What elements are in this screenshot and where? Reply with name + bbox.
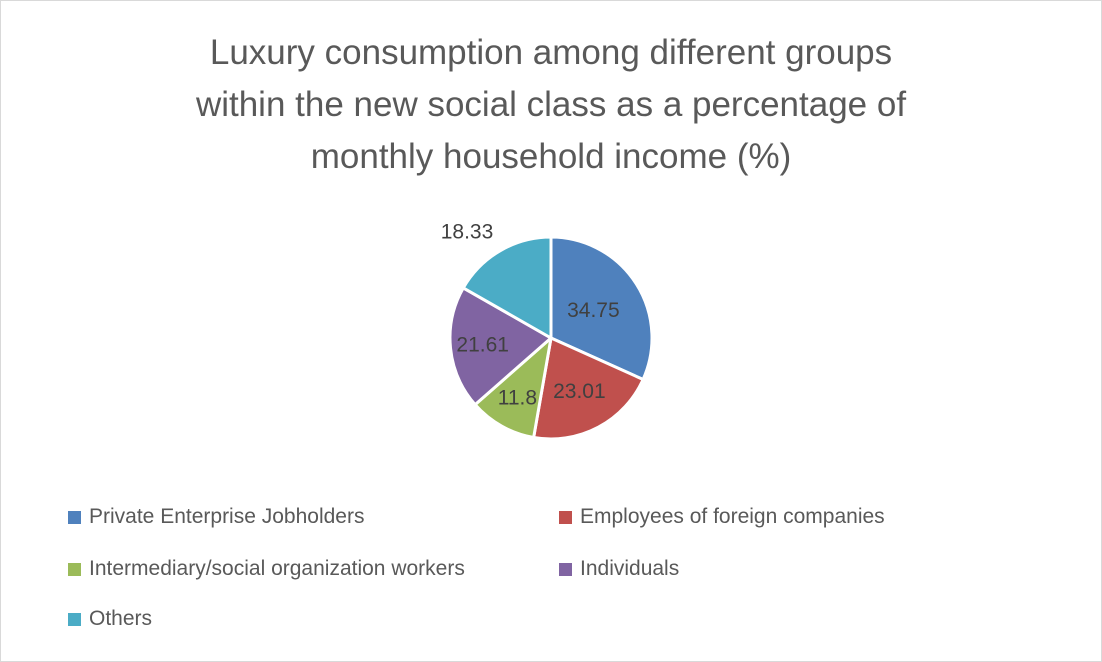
data-label-private-enterprise-jobholders: 34.75 (567, 299, 620, 322)
legend-item-private-enterprise-jobholders: Private Enterprise Jobholders (68, 505, 364, 529)
legend-item-others: Others (68, 607, 152, 631)
data-label-others: 18.33 (441, 221, 494, 244)
chart-title-line-2: within the new social class as a percent… (195, 85, 907, 124)
pie-slice-employees-of-foreign-companies (532, 336, 645, 441)
pie-slice-private-enterprise-jobholders (549, 235, 654, 381)
legend-swatch (68, 562, 81, 576)
data-label-employees-of-foreign-companies: 23.01 (553, 380, 606, 403)
legend-item-employees-of-foreign-companies: Employees of foreign companies (559, 505, 885, 529)
legend-label: Intermediary/social organization workers (89, 557, 465, 580)
chart-title-line-3: monthly household income (%) (310, 137, 792, 176)
legend-swatch (559, 562, 572, 576)
legend-item-individuals: Individuals (559, 557, 679, 581)
data-label-individuals: 21.61 (456, 333, 509, 356)
data-label-intermediary-social-organization-workers: 11.8 (498, 386, 537, 409)
legend-item-intermediary-social-organization-workers: Intermediary/social organization workers (68, 557, 465, 581)
legend-label: Individuals (580, 557, 680, 580)
pie-slice-individuals (448, 286, 553, 407)
legend-label: Private Enterprise Jobholders (89, 505, 365, 528)
pie-slice-others (461, 235, 553, 340)
legend-swatch (68, 510, 81, 524)
legend-swatch (559, 510, 572, 524)
chart-title: Luxury consumption among different group… (101, 27, 1001, 183)
legend-label: Others (89, 607, 153, 630)
legend-label: Employees of foreign companies (580, 505, 885, 528)
chart-title-line-1: Luxury consumption among different group… (209, 33, 893, 72)
legend-swatch (68, 612, 81, 626)
